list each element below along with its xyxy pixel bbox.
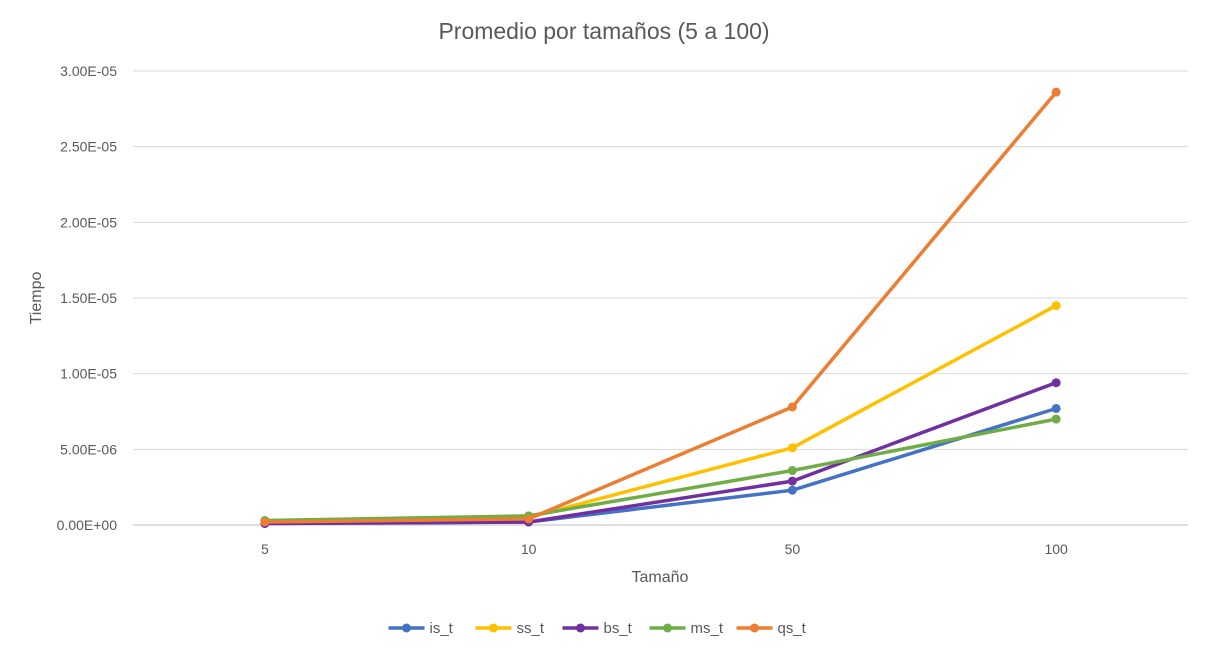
legend-swatch-marker	[576, 623, 585, 633]
data-point-is_t	[1051, 403, 1061, 413]
legend-swatch-marker	[402, 623, 411, 633]
legend: is_t ss_t bs_t ms_t qs_t	[388, 620, 807, 637]
series-line-ms_t	[263, 417, 1058, 523]
data-point-qs_t	[787, 402, 797, 412]
x-axis-title: Tamaño	[632, 569, 689, 586]
data-point-qs_t	[260, 517, 270, 527]
legend-item-is_t: is_t	[388, 620, 454, 637]
legend-label: qs_t	[778, 620, 807, 637]
y-tick-label: 5.00E-06	[60, 441, 117, 457]
data-point-bs_t	[787, 476, 797, 486]
x-tick-label: 100	[1044, 541, 1068, 557]
gridlines	[133, 70, 1188, 526]
legend-item-ss_t: ss_t	[475, 620, 545, 637]
legend-item-qs_t: qs_t	[736, 620, 807, 637]
legend-label: ss_t	[517, 620, 545, 637]
x-tick-label: 10	[521, 541, 537, 557]
x-tick-label: 5	[261, 541, 269, 557]
series-line-ss_t	[263, 303, 1058, 524]
series-line-bs_t	[263, 380, 1058, 526]
data-point-qs_t	[524, 514, 534, 524]
legend-label: ms_t	[691, 620, 724, 637]
y-tick-label: 3.00E-05	[60, 63, 117, 79]
x-tick-label: 50	[785, 541, 801, 557]
x-tick-labels: 5 10 50 100	[261, 541, 1068, 557]
y-tick-labels: 0.00E+00 5.00E-06 1.00E-05 1.50E-05 2.00E-05…	[57, 63, 118, 533]
legend-swatch-marker	[750, 623, 759, 633]
data-point-qs_t	[1051, 87, 1061, 97]
y-axis-title: Tiempo	[28, 272, 45, 325]
y-tick-label: 0.00E+00	[57, 517, 118, 533]
y-tick-label: 2.50E-05	[60, 139, 117, 155]
y-tick-label: 2.00E-05	[60, 214, 117, 230]
legend-swatch-marker	[489, 623, 498, 633]
data-point-ms_t	[1051, 414, 1061, 424]
data-point-ss_t	[1051, 301, 1061, 311]
series-lines	[260, 87, 1061, 528]
legend-item-ms_t: ms_t	[649, 620, 724, 637]
chart-title: Promedio por tamaños (5 a 100)	[438, 18, 769, 44]
data-point-bs_t	[1051, 378, 1061, 388]
legend-label: bs_t	[604, 620, 633, 637]
legend-label: is_t	[430, 620, 454, 637]
data-point-is_t	[787, 485, 797, 495]
y-tick-label: 1.00E-05	[60, 366, 117, 382]
data-point-ms_t	[787, 466, 797, 476]
data-point-ss_t	[787, 443, 797, 453]
legend-item-bs_t: bs_t	[562, 620, 633, 637]
legend-swatch-marker	[663, 623, 672, 633]
y-tick-label: 1.50E-05	[60, 290, 117, 306]
series-line-qs_t	[263, 90, 1058, 524]
